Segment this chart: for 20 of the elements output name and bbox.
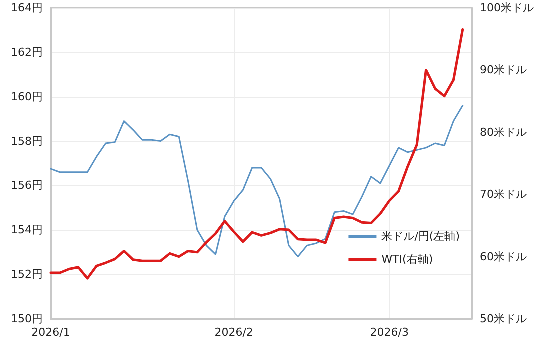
y2-tick-label: 100米ドル	[480, 2, 534, 14]
x-tick-label: 2026/3	[370, 326, 409, 339]
y-tick-label: 152円	[11, 268, 43, 282]
y-tick-label: 156円	[11, 179, 43, 192]
y2-tick-label: 90米ドル	[480, 64, 527, 77]
y-tick-label: 158円	[11, 134, 43, 148]
y-tick-label: 164円	[11, 2, 43, 14]
x-tick-label: 2026/1	[32, 326, 70, 339]
y-tick-label: 154円	[11, 224, 43, 237]
x-tick-label: 2026/2	[214, 326, 254, 339]
y2-tick-label: 80米ドル	[480, 126, 527, 139]
y2-tick-label: 60米ドル	[480, 250, 527, 264]
y-tick-label: 162円	[11, 46, 43, 59]
y-tick-label: 160円	[11, 90, 43, 104]
y2-tick-label: 50米ドル	[480, 312, 527, 326]
legend-label: WTI(右軸)	[382, 253, 434, 266]
legend-label: 米ドル/円(左軸)	[382, 230, 460, 243]
y2-tick-label: 70米ドル	[480, 188, 527, 202]
y-tick-label: 150円	[11, 312, 43, 326]
line-series	[50, 28, 464, 280]
